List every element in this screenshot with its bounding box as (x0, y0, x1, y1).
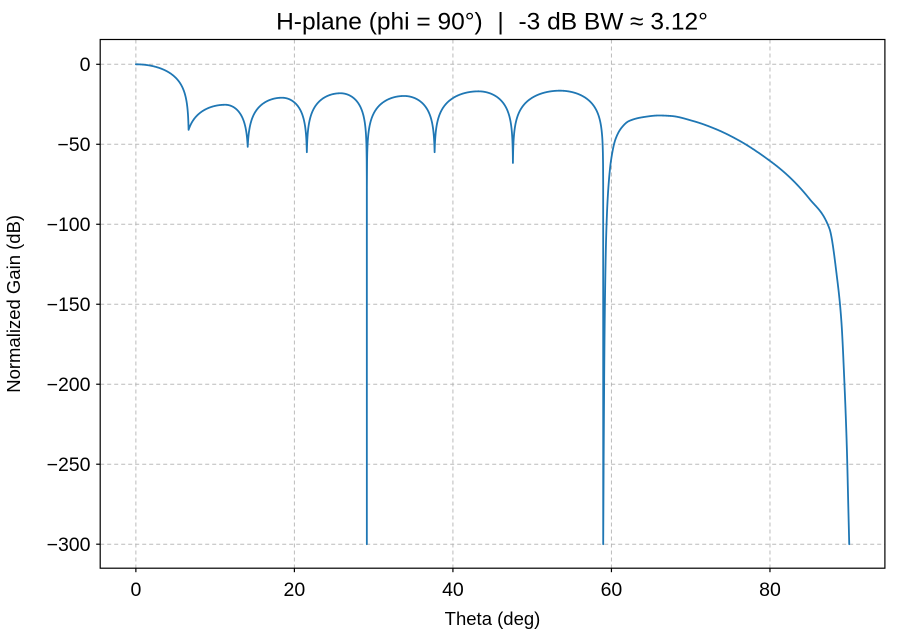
svg-text:−150: −150 (47, 294, 91, 316)
svg-text:40: 40 (442, 579, 464, 601)
svg-text:0: 0 (80, 54, 91, 76)
svg-text:60: 60 (601, 579, 623, 601)
svg-text:Theta (deg): Theta (deg) (445, 608, 541, 629)
svg-text:0: 0 (130, 579, 141, 601)
svg-text:−300: −300 (47, 534, 91, 556)
svg-text:80: 80 (759, 579, 781, 601)
svg-text:−100: −100 (47, 214, 91, 236)
svg-text:−250: −250 (47, 454, 91, 476)
svg-text:−50: −50 (57, 134, 90, 156)
svg-text:−200: −200 (47, 374, 91, 396)
svg-text:20: 20 (284, 579, 306, 601)
svg-text:Normalized Gain (dB): Normalized Gain (dB) (3, 215, 24, 393)
svg-text:H-plane (phi = 90°) | -3 d: H-plane (phi = 90°) | -3 dB BW ≈ 3.12° (276, 9, 708, 36)
